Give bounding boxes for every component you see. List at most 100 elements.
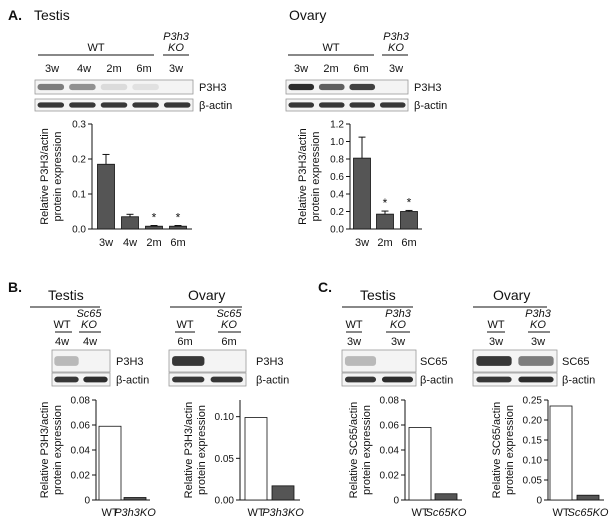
y-tick-label: 0.0 [330,225,344,236]
y-axis-title: Relative P3H3/actin protein expression [297,128,322,225]
y-tick-label: 0.10 [215,412,235,423]
y-axis-title: Relative SC65/actin protein expression [491,402,516,499]
wt-label: WT [176,319,193,331]
panel-A-testis: A. Testis WT P3h3KO 3w 4w 2m 6m 3w P3H3 β-actin 0.0… [8,7,232,249]
ko-label: KO [81,319,97,331]
lane-label: 4w [77,63,91,75]
x-tick-label: WT [101,507,118,519]
bar [244,417,268,501]
y-tick-label: 1.2 [330,120,344,131]
wt-label: WT [487,319,504,331]
y-tick-label: 0.00 [215,496,235,507]
panel-title: Testis [48,287,84,303]
band-label-target: P3H3 [256,356,284,368]
lane-label: 2m [106,63,121,75]
y-axis-title: Relative P3H3/actin protein expression [39,402,64,499]
panel-C-testis: C. Testis WT P3h3KO 3w 3w SC65 β-actin 0 0.02 0.04… [318,279,467,519]
bar [98,425,122,501]
panel-letter: B. [8,279,22,295]
y-axis-title-line: protein expression [310,132,322,222]
band-label-target: P3H3 [199,82,227,94]
chart: 0 0.05 0.10 0.15 0.20 0.25 Relative SC65/actin… [491,396,609,520]
ko-gene-label: Sc65 [216,308,242,320]
lane-label: 3w [531,336,545,348]
ko-label: KO [221,319,237,331]
blot-target-frame [341,349,417,373]
y-axis-title-line: Relative SC65/actin [348,402,360,499]
band-label-target: P3H3 [116,356,144,368]
y-tick-label: 0.05 [523,476,543,487]
x-tick-label: P3h3KO [114,507,156,519]
x-tick-label: 6m [401,237,416,249]
lane-label: 6m [353,63,368,75]
blot-actin-frame [168,372,247,387]
y-axis-title-line: Relative P3H3/actin [183,402,195,499]
bar [408,427,432,501]
ko-label: KO [390,319,406,331]
y-axis-title-line: Relative P3H3/actin [39,128,51,225]
y-tick-label: 0.05 [215,454,235,465]
x-tick-label: 2m [377,237,392,249]
blot-actin-frame [472,372,558,387]
x-tick-label: WT [552,507,569,519]
lane-label: 3w [45,63,59,75]
y-axis-title-line: Relative P3H3/actin [39,402,51,499]
lane-label: 3w [489,336,503,348]
x-tick-label: 6m [170,237,185,249]
blot-actin-band [37,102,65,108]
significance-asterisk: * [383,196,388,210]
panel-B-ovary: Ovary WT Sc65KO 6m 6m P3H3 β-actin 0.00 0.05 0.10… [168,287,304,519]
y-tick-label: 0.0 [72,225,86,236]
blot-actin-band [381,376,414,383]
bar [400,211,418,230]
blot-actin-band [349,102,376,108]
y-tick-label: 0.1 [72,190,86,201]
lane-label: 6m [136,63,151,75]
chart: 0.00 0.05 0.10 Relative P3H3/actin protein e… [183,400,304,519]
blot-target-band [37,83,65,91]
blot-target-frame [168,349,247,373]
y-tick-label: 0.6 [330,172,344,183]
blot-actin-band [54,376,79,383]
y-axis-title-line: protein expression [52,132,64,222]
significance-asterisk: * [176,211,181,225]
ko-gene-label: P3h3 [525,308,552,320]
y-tick-label: 0.4 [330,190,344,201]
panel-letter: C. [318,279,332,295]
y-tick-label: 1.0 [330,137,344,148]
ko-gene-label: P3h3 [385,308,412,320]
panel-C-ovary: Ovary WT P3h3KO 3w 3w SC65 β-actin 0 0.05 0.10 0.1… [472,287,609,520]
y-tick-label: 0.15 [523,436,543,447]
blot-actin-band [344,376,377,383]
band-label-actin: β-actin [414,100,447,112]
ko-label: KO [388,42,404,54]
y-tick-label: 0.08 [380,396,400,407]
bar [97,163,115,230]
y-tick-label: 0 [536,496,542,507]
lane-label: 3w [347,336,361,348]
lane-label: 6m [221,336,236,348]
blot-target-band [172,356,205,366]
bar [169,225,187,230]
panel-title: Testis [360,287,396,303]
chart: 0 0.02 0.04 0.06 0.08 Relative SC65/actin prot… [348,396,467,520]
blot-target-band [476,356,512,366]
band-label-actin: β-actin [116,375,149,387]
lane-label: 3w [391,336,405,348]
y-tick-label: 0.02 [71,471,91,482]
blot-target-band [518,356,554,366]
panel-title: Ovary [493,287,530,303]
y-tick-label: 0.2 [330,207,344,218]
blot-actin-frame [285,98,409,112]
blot-actin-band [172,376,205,383]
y-axis-title-line: Relative P3H3/actin [297,128,309,225]
panel-letter: A. [8,7,22,23]
y-axis-title: Relative P3H3/actin protein expression [183,402,208,499]
x-tick-label: 4w [123,237,137,249]
lane-label: 3w [294,63,308,75]
lane-label: 2m [323,63,338,75]
wt-label: WT [53,319,70,331]
y-axis-title-line: protein expression [52,405,64,495]
y-axis-title-line: protein expression [196,405,208,495]
